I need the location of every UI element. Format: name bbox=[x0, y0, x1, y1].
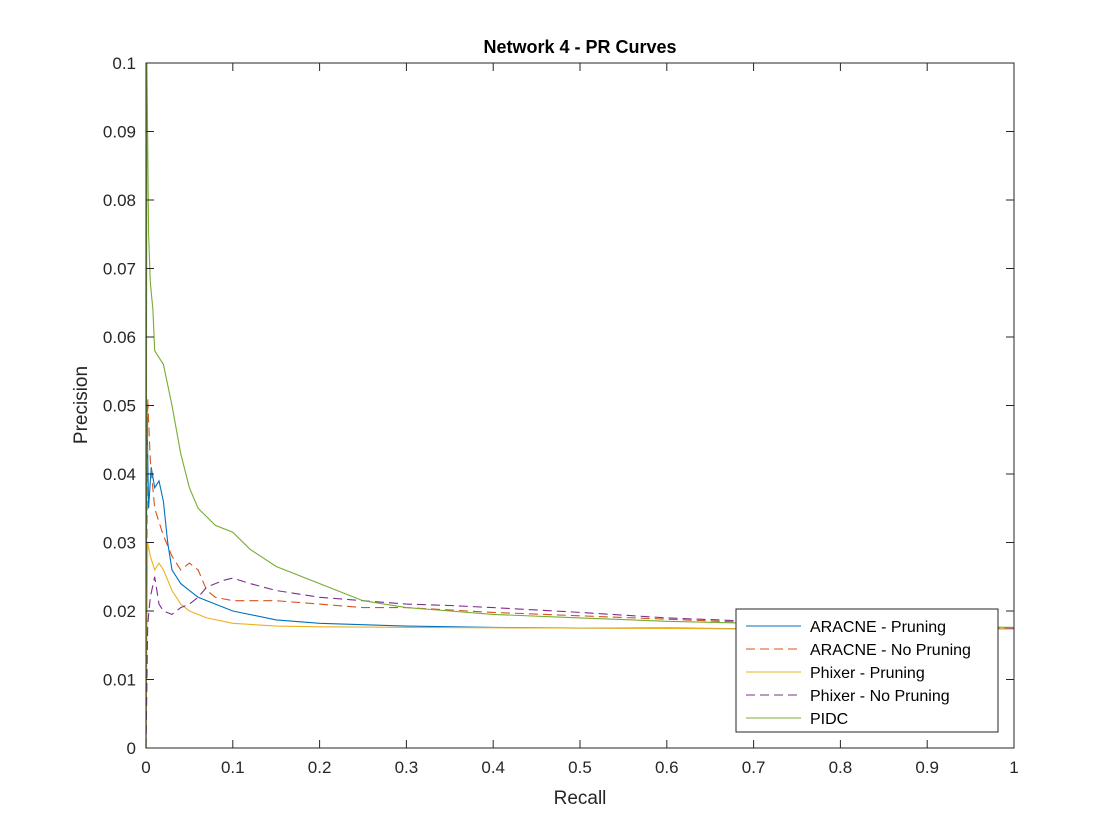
y-tick-label: 0.06 bbox=[103, 328, 136, 347]
series-line-4 bbox=[145, 576, 1015, 749]
legend-label: PIDC bbox=[810, 711, 848, 728]
x-tick-label: 0.7 bbox=[742, 758, 766, 777]
series-layer bbox=[145, 62, 1015, 749]
y-tick-label: 0.07 bbox=[103, 260, 136, 279]
legend-box bbox=[735, 608, 999, 733]
y-tick-label: 0.03 bbox=[103, 534, 136, 553]
x-tick-label: 0.8 bbox=[829, 758, 853, 777]
legend-label: ARACNE - Pruning bbox=[810, 619, 946, 636]
x-axis-ticks: 0 0.1 0.2 0.3 0.4 0.5 0.6 0.7 0.8 0.9 1 bbox=[141, 63, 1019, 777]
legend-label: Phixer - Pruning bbox=[810, 665, 925, 682]
legend-label: Phixer - No Pruning bbox=[810, 688, 950, 705]
x-tick-label: 0.1 bbox=[221, 758, 245, 777]
series-line-5 bbox=[145, 62, 1015, 749]
x-tick-label: 0 bbox=[141, 758, 150, 777]
series-line-2 bbox=[145, 398, 1015, 749]
y-tick-label: 0.09 bbox=[103, 123, 136, 142]
x-tick-label: 0.9 bbox=[915, 758, 939, 777]
x-tick-label: 1 bbox=[1009, 758, 1018, 777]
x-tick-label: 0.6 bbox=[655, 758, 679, 777]
x-axis-label: Recall bbox=[554, 788, 607, 809]
y-tick-label: 0.1 bbox=[112, 54, 136, 73]
y-axis-label: Precision bbox=[71, 366, 92, 444]
x-tick-label: 0.3 bbox=[395, 758, 419, 777]
x-tick-label: 0.5 bbox=[568, 758, 592, 777]
legend-label: ARACNE - No Pruning bbox=[810, 642, 971, 659]
legend: ARACNE - Pruning ARACNE - No Pruning Phixe… bbox=[735, 608, 999, 733]
y-axis-ticks: 0 0.01 0.02 0.03 0.04 0.05 0.06 0.07 0.08 0.09 0.1 bbox=[103, 54, 1014, 758]
y-tick-label: 0.02 bbox=[103, 602, 136, 621]
x-tick-label: 0.2 bbox=[308, 758, 332, 777]
y-tick-label: 0.08 bbox=[103, 191, 136, 210]
series-line-3 bbox=[145, 542, 1014, 749]
chart-title: Network 4 - PR Curves bbox=[483, 37, 676, 57]
x-tick-label: 0.4 bbox=[481, 758, 505, 777]
y-tick-label: 0.05 bbox=[103, 397, 136, 416]
y-tick-label: 0.01 bbox=[103, 671, 136, 690]
y-tick-label: 0.04 bbox=[103, 465, 136, 484]
y-tick-label: 0 bbox=[127, 739, 136, 758]
